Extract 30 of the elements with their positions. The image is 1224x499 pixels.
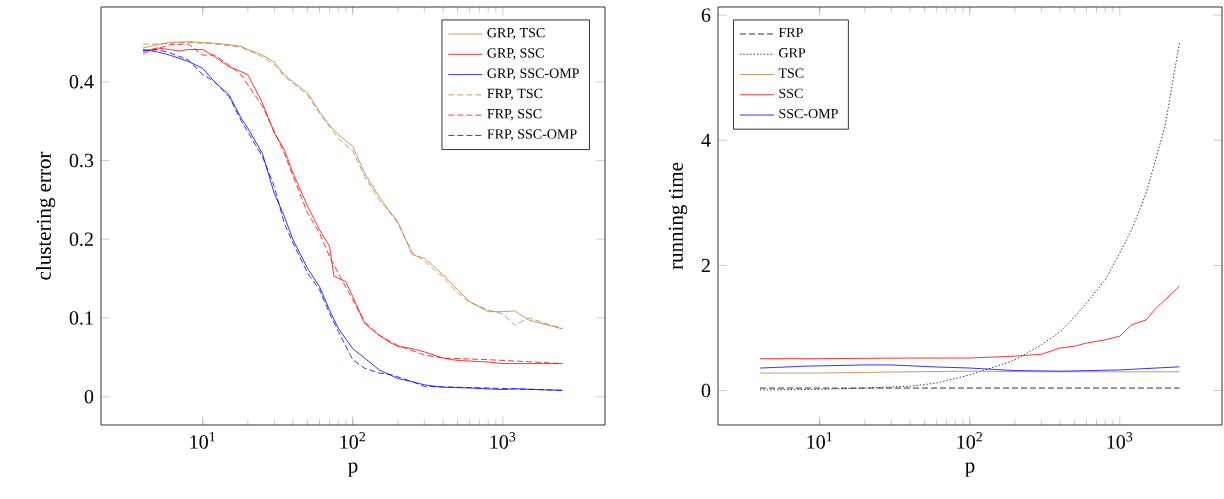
legend-label: GRP [779,48,806,58]
y-tick-label: 4 [701,133,711,147]
y-axis-title: clustering error [36,151,56,280]
legend-label: SSC [779,88,803,99]
legend-label: FRP, SSC [487,109,542,121]
y-tick-label: 0.2 [69,232,93,247]
y-tick-label: 0.1 [69,311,93,325]
y-tick-label: 0.3 [69,153,94,168]
legend-label: GRP, SSC [487,48,544,60]
x-tick-label: 10$^{2}$ [957,432,982,449]
y-tick-label: 6 [701,8,711,22]
x-tick-label: 10$^{3}$ [490,432,516,449]
x-tick-label: 10$^{1}$ [190,432,215,449]
legend-label: FRP, TSC [487,88,543,101]
y-tick-label: 2 [701,258,710,273]
x-tick-label: 10$^{3}$ [1107,432,1133,449]
x-axis-title: p [965,462,975,477]
legend-label: SSC-OMP [779,108,838,119]
x-tick-label: 10$^{1}$ [807,432,832,449]
legend-label: GRP, TSC [487,27,545,40]
legend-label: FRP [778,27,803,38]
y-tick-label: 0 [84,389,94,404]
x-axis-title: p [348,462,358,477]
legend-label: GRP, SSC-OMP [487,68,579,80]
y-tick-label: 0.4 [69,74,94,89]
legend-label: TSC [778,68,804,78]
y-tick-label: 0 [701,383,711,398]
legend-label: FRP, SSC-OMP [487,129,577,141]
x-tick-label: 10$^{2}$ [340,432,365,449]
y-axis-title: running time [668,162,688,270]
